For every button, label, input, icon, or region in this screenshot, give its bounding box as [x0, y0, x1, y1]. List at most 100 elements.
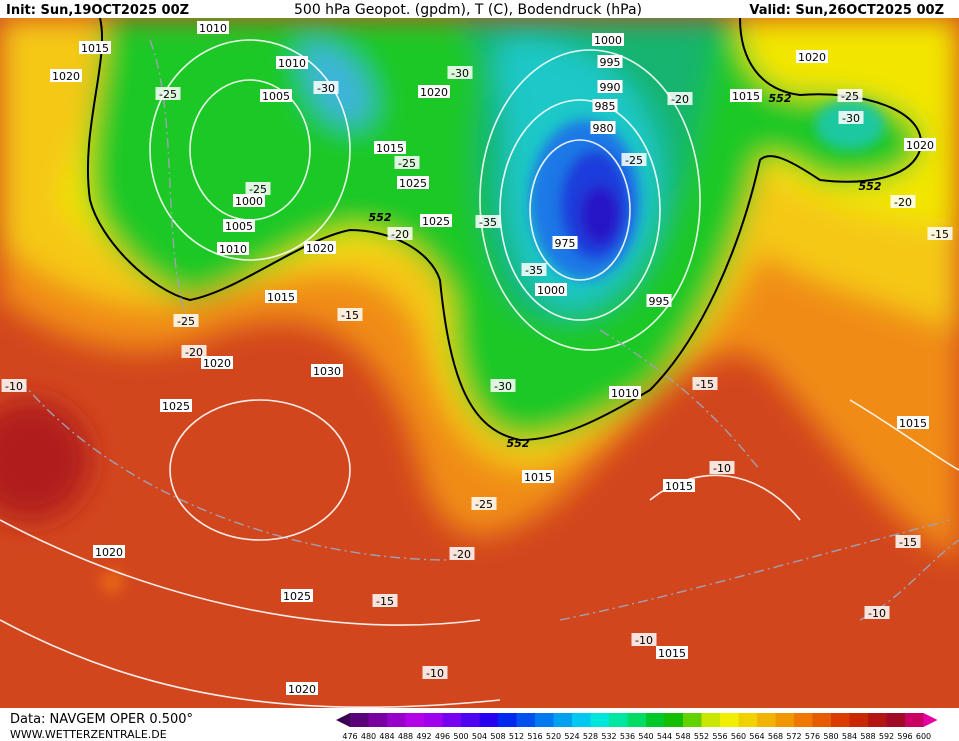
- temperature-label-box: [927, 227, 953, 240]
- isobar-label: 1015: [658, 647, 686, 660]
- temperature-label: -15: [899, 536, 917, 549]
- website: WWW.WETTERZENTRALE.DE: [10, 728, 167, 741]
- colorbar-cell: [738, 713, 758, 727]
- temperature-label-box: [895, 535, 921, 548]
- isobar-label-box: [663, 479, 695, 492]
- isobar-label-box: [897, 416, 929, 429]
- colorbar-cell: [405, 713, 425, 727]
- contour-labels: 1010 1015 1010 1020 1005 1020 1015 1025 1000 1005…: [1, 21, 953, 696]
- isobar-label: 1020: [95, 546, 123, 559]
- isobar-label-box: [311, 364, 343, 377]
- temperature-label: -10: [635, 634, 653, 647]
- temperature-label: -20: [185, 346, 203, 359]
- colorbar-cell: [424, 713, 443, 727]
- isobar-label-box: [223, 219, 255, 232]
- isobar-label: 985: [595, 100, 616, 113]
- temperature-label-box: [337, 308, 363, 321]
- temperature-label-box: [372, 594, 398, 607]
- isobar-label-box: [233, 194, 265, 207]
- colorbar-label: 532: [601, 732, 616, 741]
- isobar-label: 1010: [611, 387, 639, 400]
- isobar-label: 995: [600, 56, 621, 69]
- temperature-label: -20: [453, 548, 471, 561]
- colorbar-label: 576: [805, 732, 820, 741]
- colorbar-cell: [646, 713, 665, 727]
- colorbar-label: 556: [712, 732, 727, 741]
- colorbar-cell: [683, 713, 702, 727]
- temperature-label-box: [709, 461, 735, 474]
- height-label: 552: [769, 92, 792, 105]
- colorbar-arrow-left: [336, 713, 350, 727]
- colorbar-label: 600: [916, 732, 931, 741]
- colorbar-label: 588: [860, 732, 875, 741]
- temperature-label-box: [471, 497, 497, 510]
- isobar-label: 1025: [283, 590, 311, 603]
- isobar-label: 1025: [162, 400, 190, 413]
- isobar-label: 1015: [376, 142, 404, 155]
- temperature-label-box: [449, 547, 475, 560]
- temperature-label: -35: [525, 264, 543, 277]
- isobar-label-box: [374, 141, 406, 154]
- valid-time: Valid: Sun,26OCT2025 00Z: [749, 3, 944, 18]
- temperature-label: -20: [894, 196, 912, 209]
- colorbar-cell: [609, 713, 628, 727]
- temperature-label-box: [245, 182, 271, 195]
- isobar-label-box: [418, 85, 450, 98]
- colorbar-cell: [516, 713, 536, 727]
- colorbar-cell: [590, 713, 610, 727]
- temperature-label: -25: [177, 315, 195, 328]
- isobar-label-box: [597, 80, 623, 93]
- colorbar-cell: [794, 713, 813, 727]
- temperature-label-box: [1, 379, 27, 392]
- temperature-label: -15: [696, 378, 714, 391]
- temperature-label-box: [155, 87, 181, 100]
- temperature-label: -20: [671, 93, 689, 106]
- height-label: 552: [369, 211, 392, 224]
- colorbar-label: 536: [620, 732, 635, 741]
- isobar-label-box: [93, 545, 125, 558]
- temperature-label-box: [173, 314, 199, 327]
- colorbar-label: 528: [583, 732, 598, 741]
- temperature-label-box: [521, 263, 547, 276]
- isobar-label-box: [276, 56, 308, 69]
- isobar-label: 1010: [278, 57, 306, 70]
- colorbar-label: 544: [657, 732, 672, 741]
- colorbar-label: 568: [768, 732, 783, 741]
- isobar-label-box: [217, 242, 249, 255]
- isobar-label: 1000: [537, 284, 565, 297]
- isobar-label: 1020: [288, 683, 316, 696]
- isobar-label-box: [420, 214, 452, 227]
- colorbar-label: 552: [694, 732, 709, 741]
- temperature-label: -30: [494, 380, 512, 393]
- isobar-label: 1015: [665, 480, 693, 493]
- colorbar-label: 504: [472, 732, 487, 741]
- colorbar-label: 592: [879, 732, 894, 741]
- temperature-label-box: [313, 81, 339, 94]
- temperature-label-box: [621, 153, 647, 166]
- isobar-label-box: [592, 33, 624, 46]
- temperature-label: -25: [475, 498, 493, 511]
- colorbar-label: 520: [546, 732, 561, 741]
- isobar-label: 1010: [199, 22, 227, 35]
- isobar-label-box: [160, 399, 192, 412]
- colorbar-label: 596: [897, 732, 912, 741]
- temperature-label-box: [837, 89, 863, 102]
- temperature-label: -25: [625, 154, 643, 167]
- temperature-label: -25: [249, 183, 267, 196]
- colorbar-cell: [461, 713, 480, 727]
- isobar-label: 1015: [81, 42, 109, 55]
- map-title: 500 hPa Geopot. (gpdm), T (C), Bodendruc…: [294, 2, 642, 18]
- colorbar-cell: [387, 713, 406, 727]
- colorbar-label: 488: [398, 732, 413, 741]
- isobar-label: 1020: [906, 139, 934, 152]
- temperature-label-box: [181, 345, 207, 358]
- temperature-label-box: [631, 633, 657, 646]
- isobar-label: 1015: [267, 291, 295, 304]
- isobar-label-box: [286, 682, 318, 695]
- colorbar-label: 512: [509, 732, 524, 741]
- colorbar-label: 572: [786, 732, 801, 741]
- colorbar-cell: [849, 713, 869, 727]
- temperature-label: -15: [376, 595, 394, 608]
- isobar-label: 1020: [420, 86, 448, 99]
